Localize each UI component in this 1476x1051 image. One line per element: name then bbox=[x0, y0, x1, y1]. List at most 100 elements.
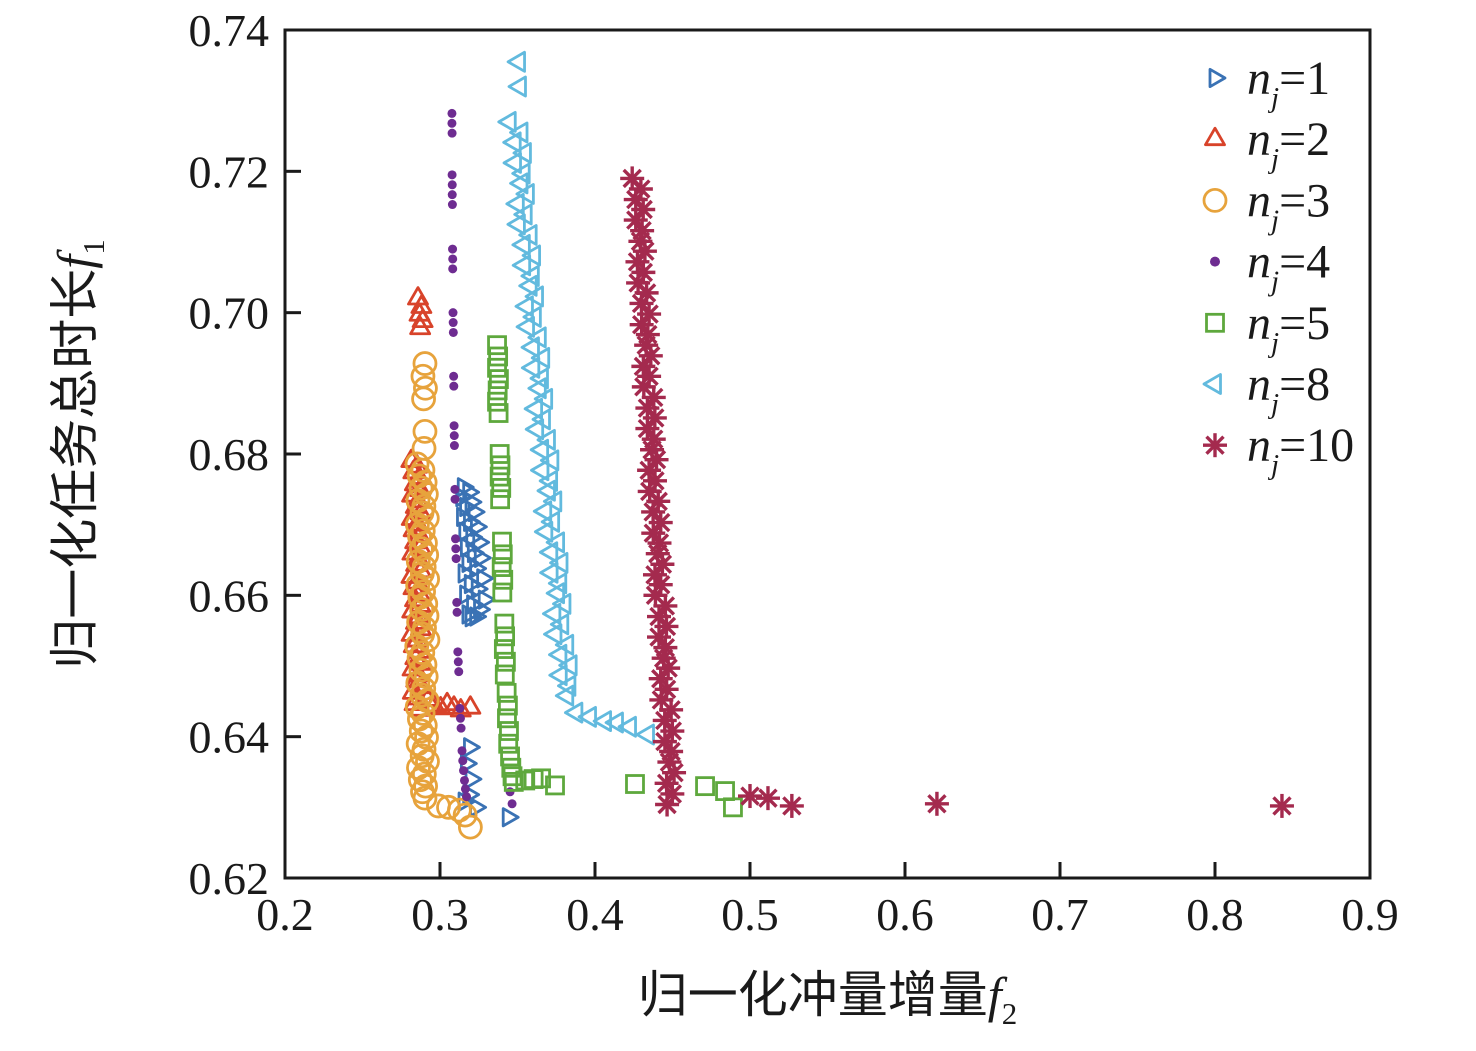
marker-triangle-left bbox=[520, 336, 540, 359]
marker-square bbox=[490, 455, 511, 476]
marker-dot bbox=[456, 723, 466, 733]
marker-triangle-right bbox=[469, 606, 488, 627]
marker-triangle-left bbox=[502, 131, 522, 154]
marker-triangle-up bbox=[409, 315, 432, 336]
marker-triangle-left bbox=[527, 326, 547, 349]
marker-square bbox=[723, 797, 743, 818]
legend-marker-triangle-left bbox=[1202, 373, 1222, 395]
marker-circle bbox=[409, 500, 435, 526]
marker-square bbox=[489, 466, 510, 487]
marker-square bbox=[488, 346, 509, 367]
marker-dot bbox=[460, 784, 470, 794]
y-tick-label: 0.72 bbox=[189, 146, 270, 197]
marker-circle bbox=[436, 794, 461, 820]
marker-asterisk bbox=[631, 293, 652, 314]
marker-triangle-left bbox=[521, 244, 541, 267]
x-axis-label: 归一化冲量增量f2 bbox=[638, 967, 1017, 1031]
marker-triangle-left bbox=[533, 520, 554, 543]
marker-dot bbox=[454, 667, 464, 677]
marker-square bbox=[493, 639, 514, 659]
marker-triangle-left bbox=[531, 408, 551, 431]
legend-marker-triangle-up bbox=[1204, 126, 1226, 147]
marker-square bbox=[500, 746, 520, 767]
marker-asterisk bbox=[1272, 796, 1292, 816]
marker-dot bbox=[452, 597, 462, 607]
marker-dot bbox=[451, 544, 461, 554]
marker-square bbox=[487, 380, 508, 401]
marker-asterisk bbox=[648, 543, 668, 564]
marker-square bbox=[489, 444, 510, 464]
marker-triangle-left bbox=[518, 224, 538, 246]
marker-asterisk bbox=[633, 356, 654, 377]
legend-item-n-j-8: nj=8 bbox=[1202, 358, 1330, 420]
tick-labels: 0.2 0.3 0.4 0.5 0.6 0.7 0.8 0.9 0.62 0.64 0.66 0.68… bbox=[189, 5, 1399, 940]
marker-dot bbox=[449, 421, 459, 431]
y-axis-label: 归一化任务总时长f1 bbox=[47, 239, 111, 668]
legend-label: nj=5 bbox=[1247, 297, 1330, 359]
marker-triangle-left bbox=[533, 387, 554, 410]
marker-dot bbox=[449, 441, 459, 451]
marker-asterisk bbox=[639, 304, 659, 324]
marker-triangle-left bbox=[554, 633, 575, 656]
y-tick-label: 0.68 bbox=[189, 429, 270, 480]
marker-asterisk bbox=[643, 523, 663, 543]
marker-dot bbox=[448, 244, 458, 254]
marker-square bbox=[495, 651, 516, 672]
marker-dot bbox=[447, 118, 457, 128]
x-tick-label: 0.9 bbox=[1341, 889, 1399, 940]
marker-circle bbox=[412, 418, 438, 444]
marker-circle bbox=[408, 536, 434, 562]
marker-triangle-left bbox=[543, 623, 563, 646]
marker-triangle-left bbox=[515, 183, 535, 205]
marker-dot bbox=[457, 746, 467, 756]
marker-triangle-left bbox=[564, 701, 584, 724]
series-n-j-5 bbox=[487, 335, 743, 818]
legend: nj=1nj=2nj=3nj=4nj=5nj=8nj=10 bbox=[1202, 52, 1354, 481]
series-n-j-8 bbox=[497, 50, 655, 746]
marker-asterisk bbox=[649, 606, 669, 627]
marker-circle bbox=[408, 475, 434, 501]
marker-triangle-right bbox=[472, 532, 491, 553]
marker-dot bbox=[448, 264, 458, 274]
marker-asterisk bbox=[622, 168, 642, 189]
marker-triangle-left bbox=[509, 172, 529, 195]
marker-square bbox=[496, 682, 517, 703]
marker-dot bbox=[458, 756, 468, 766]
marker-triangle-left bbox=[617, 715, 637, 738]
marker-triangle-left bbox=[549, 613, 570, 636]
marker-triangle-left bbox=[558, 654, 578, 677]
marker-circle bbox=[410, 700, 436, 726]
marker-triangle-right bbox=[501, 807, 520, 828]
y-tick-label: 0.66 bbox=[189, 570, 270, 621]
series-n-j-4 bbox=[447, 108, 517, 809]
marker-triangle-left bbox=[530, 459, 550, 482]
y-tick-label: 0.74 bbox=[189, 5, 270, 56]
marker-triangle-left bbox=[509, 121, 529, 144]
marker-triangle-left bbox=[502, 151, 522, 174]
marker-triangle-left bbox=[554, 684, 575, 707]
marker-square bbox=[499, 721, 519, 741]
marker-square bbox=[531, 768, 551, 789]
marker-square bbox=[492, 582, 513, 603]
marker-asterisk bbox=[649, 627, 669, 647]
marker-triangle-left bbox=[545, 582, 566, 605]
legend-item-n-j-3: nj=3 bbox=[1202, 174, 1330, 236]
marker-asterisk bbox=[655, 731, 675, 752]
marker-triangle-left bbox=[549, 551, 569, 574]
marker-square bbox=[503, 771, 524, 792]
marker-asterisk bbox=[641, 346, 661, 366]
marker-dot bbox=[450, 484, 460, 494]
marker-triangle-left bbox=[539, 561, 559, 584]
marker-square bbox=[487, 357, 507, 378]
marker-asterisk bbox=[740, 786, 760, 806]
marker-circle bbox=[412, 785, 438, 811]
marker-asterisk bbox=[653, 648, 674, 668]
marker-dot bbox=[448, 254, 458, 264]
legend-marker-triangle-right bbox=[1208, 67, 1227, 89]
marker-circle bbox=[410, 621, 436, 647]
legend-label: nj=8 bbox=[1247, 358, 1330, 420]
marker-circle bbox=[408, 718, 434, 744]
marker-triangle-left bbox=[548, 643, 568, 666]
